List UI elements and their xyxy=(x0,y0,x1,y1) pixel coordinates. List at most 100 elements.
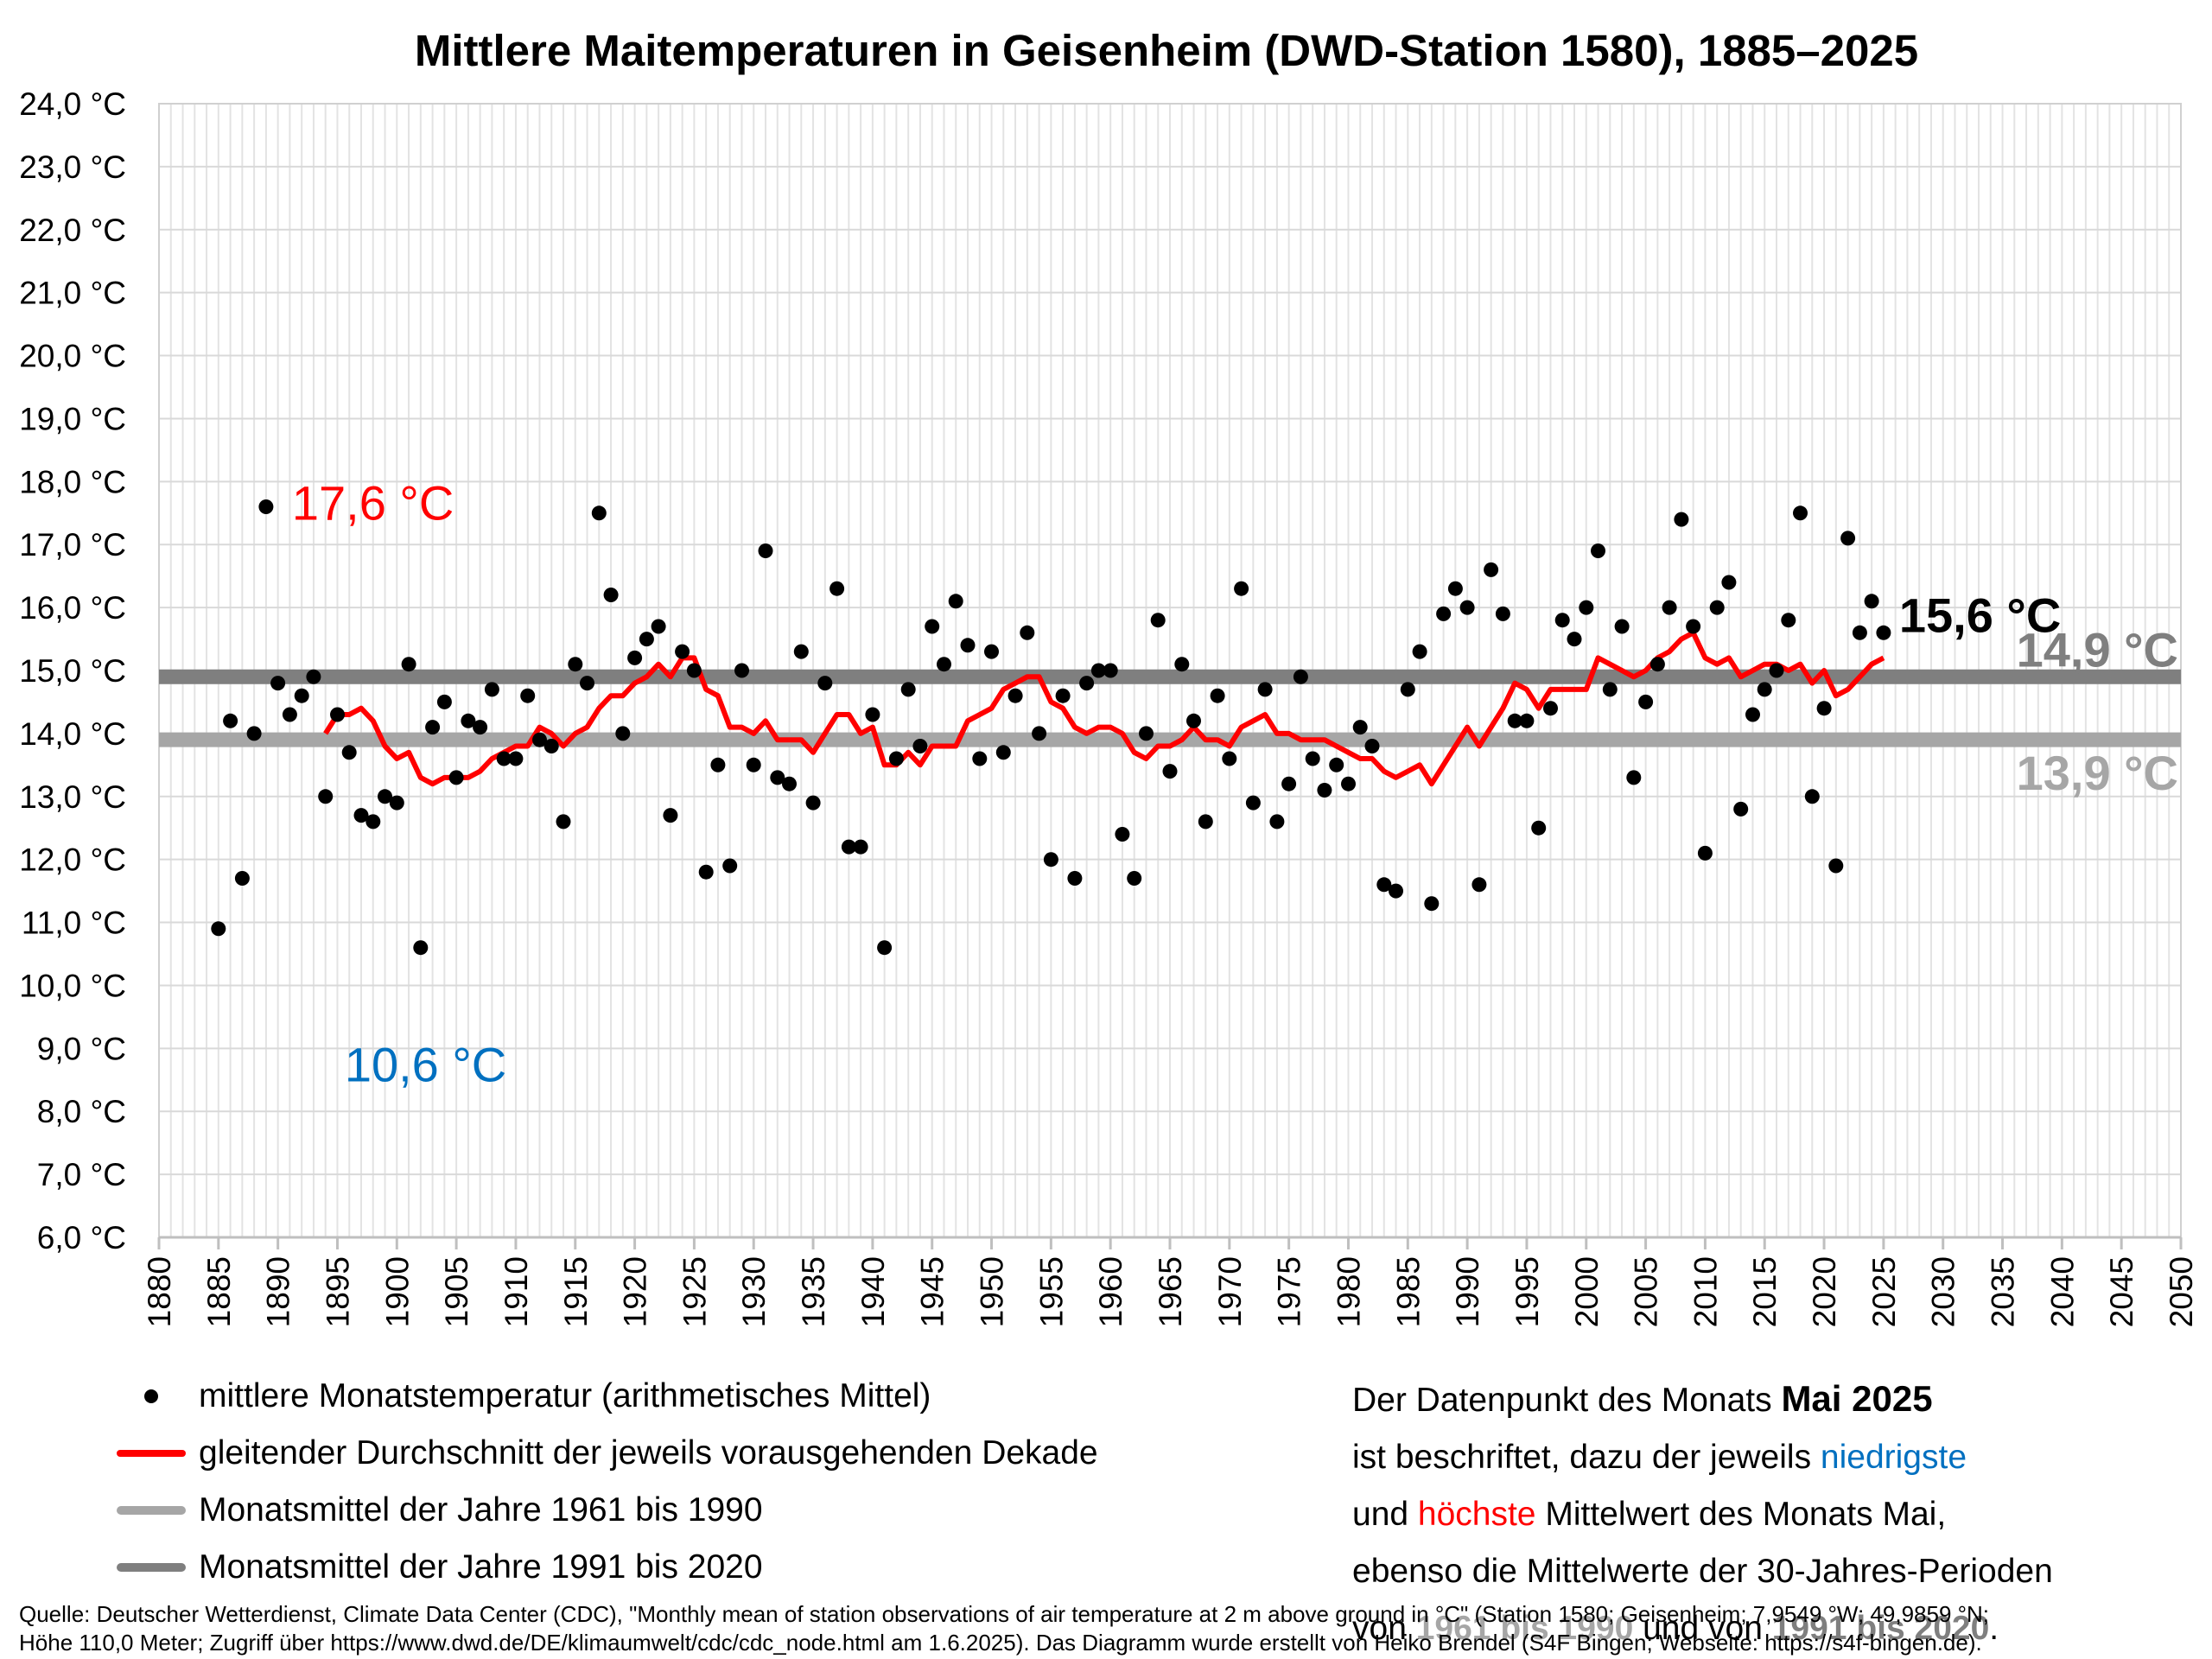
x-tick-label: 1925 xyxy=(677,1256,712,1327)
x-tick-label: 1900 xyxy=(379,1256,415,1327)
data-point xyxy=(1329,757,1344,772)
y-tick-label: 10,0 °C xyxy=(19,968,126,1003)
data-point xyxy=(223,713,238,728)
data-point xyxy=(1245,795,1261,810)
x-tick-label: 1950 xyxy=(975,1256,1010,1327)
data-point xyxy=(663,808,678,823)
data-point xyxy=(211,921,226,937)
note-period-1961-1990: 1961 bis 1990 xyxy=(1415,1610,1634,1647)
data-point xyxy=(532,732,547,747)
note-text: von xyxy=(1352,1610,1416,1647)
data-point xyxy=(793,644,809,659)
data-point xyxy=(1484,562,1499,577)
data-point xyxy=(1721,575,1737,590)
data-point xyxy=(888,751,904,766)
data-point xyxy=(841,839,856,855)
y-tick-label: 21,0 °C xyxy=(19,276,126,311)
data-point xyxy=(912,739,928,753)
x-tick-label: 1930 xyxy=(736,1256,772,1327)
data-point xyxy=(877,940,893,956)
data-point xyxy=(1352,720,1368,735)
data-point xyxy=(436,694,452,709)
data-point xyxy=(1495,606,1510,621)
data-point xyxy=(1793,505,1808,521)
x-tick-label: 1885 xyxy=(201,1256,237,1327)
data-point xyxy=(1816,701,1832,716)
annotations: 17,6 °C 10,6 °C 15,6 °C xyxy=(292,475,2061,1091)
data-point xyxy=(1840,531,1856,546)
annotation-label: 10,6 °C xyxy=(345,1038,506,1092)
data-point xyxy=(1638,694,1654,709)
legend-line-marker xyxy=(112,1563,190,1572)
data-point xyxy=(1198,814,1213,830)
data-point xyxy=(496,751,512,766)
data-point xyxy=(817,676,833,691)
x-tick-label: 1895 xyxy=(320,1256,355,1327)
legend-item-mean-1961-1990: Monatsmittel der Jahre 1961 bis 1990 xyxy=(112,1484,763,1536)
data-point xyxy=(330,707,345,722)
legend-line-marker xyxy=(112,1450,190,1457)
x-tick-label: 1975 xyxy=(1272,1256,1307,1327)
data-point xyxy=(1210,688,1225,703)
data-point xyxy=(591,505,607,521)
source-note: Quelle: Deutscher Wetterdienst, Climate … xyxy=(19,1600,2205,1657)
data-point xyxy=(448,770,464,785)
data-point xyxy=(234,871,250,886)
data-point xyxy=(1400,682,1415,697)
data-point xyxy=(1686,619,1701,634)
data-point xyxy=(1389,883,1403,899)
data-point xyxy=(270,676,286,691)
moving-average-line xyxy=(323,630,1885,787)
data-point xyxy=(1554,613,1570,628)
data-point xyxy=(1519,713,1535,728)
note-text: ebenso die Mittelwerte der 30-Jahres-Per… xyxy=(1352,1553,2053,1590)
data-point xyxy=(1341,776,1356,791)
source-line-2: Höhe 110,0 Meter; Zugriff über https://w… xyxy=(19,1630,1982,1656)
data-point xyxy=(1697,845,1713,861)
note-text: . xyxy=(1989,1610,1999,1647)
data-point xyxy=(580,676,594,691)
x-tick-label: 1980 xyxy=(1331,1256,1366,1327)
data-point xyxy=(710,757,726,772)
x-tick-label: 2025 xyxy=(1866,1256,1902,1327)
data-point xyxy=(1055,688,1071,703)
legend-line-marker xyxy=(112,1506,190,1515)
data-point xyxy=(900,682,916,697)
data-point xyxy=(853,839,868,855)
data-point xyxy=(1067,871,1083,886)
data-point xyxy=(1293,669,1308,684)
legend-item-monthly-mean: mittlere Monatstemperatur (arithmetische… xyxy=(112,1370,931,1422)
data-point xyxy=(389,795,404,810)
data-point xyxy=(520,688,536,703)
y-tick-label: 17,0 °C xyxy=(19,527,126,563)
data-point xyxy=(365,814,381,830)
data-point xyxy=(639,632,654,647)
y-tick-label: 23,0 °C xyxy=(19,149,126,185)
note-text: ist beschriftet, dazu der jeweils xyxy=(1352,1439,1821,1476)
data-point xyxy=(1614,619,1630,634)
data-point xyxy=(282,707,297,722)
data-point xyxy=(543,739,559,753)
data-point xyxy=(1864,594,1879,609)
data-point xyxy=(1115,827,1130,842)
data-point xyxy=(484,682,499,697)
data-point xyxy=(258,499,274,514)
data-point xyxy=(830,581,845,596)
source-line-1: Quelle: Deutscher Wetterdienst, Climate … xyxy=(19,1601,1990,1627)
data-point xyxy=(1471,877,1487,893)
data-point xyxy=(1032,726,1047,741)
data-point xyxy=(984,644,999,659)
x-tick-label: 1960 xyxy=(1093,1256,1128,1327)
data-point xyxy=(353,808,369,823)
x-tick-label: 1970 xyxy=(1212,1256,1248,1327)
chart-title: Mittlere Maitemperaturen in Geisenheim (… xyxy=(415,26,1918,75)
data-point xyxy=(1531,820,1547,836)
data-point xyxy=(1602,682,1618,697)
data-point xyxy=(1507,713,1522,728)
data-point xyxy=(1020,625,1035,640)
data-point xyxy=(1186,713,1201,728)
data-point xyxy=(1674,512,1689,527)
data-point xyxy=(1649,657,1665,672)
data-point xyxy=(1804,789,1820,804)
